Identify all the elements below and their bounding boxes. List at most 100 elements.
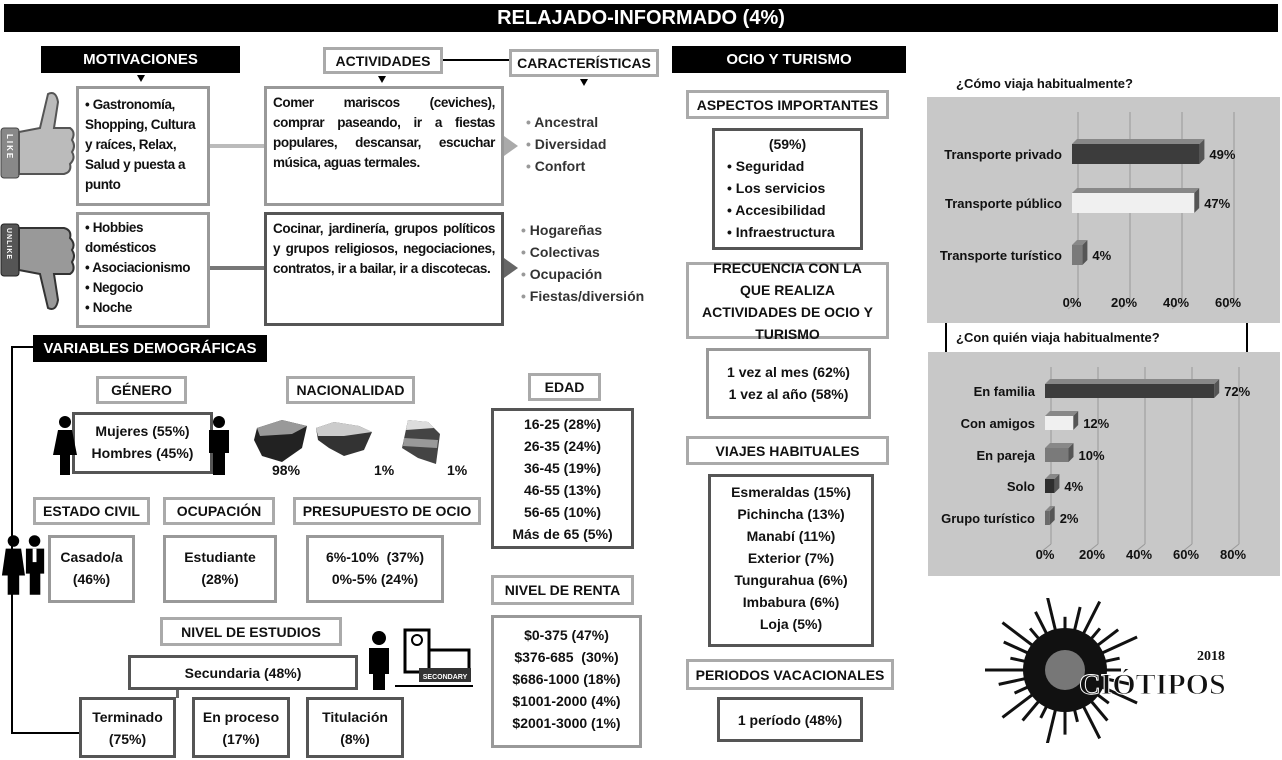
aspect-item: • Los servicios (727, 180, 826, 196)
presupuesto-item: 6%-10% (37%) (325, 549, 425, 565)
chart2-title: ¿Con quién viaja habitualmente? (956, 330, 1160, 345)
bar-side (1214, 379, 1220, 398)
characteristic-item: • Fiestas/diversión (521, 288, 645, 304)
motivation-like-box: • Gastronomía, Shopping, Cultura y raíce… (76, 86, 210, 206)
nacionalidad-colombia-pct: 1% (447, 462, 468, 478)
aspectos-box: (59%) • Seguridad • Los servicios • Acce… (712, 128, 863, 250)
bar-top (1045, 443, 1074, 448)
frecuencia-box: 1 vez al mes (62%) 1 vez al año (58%) (706, 348, 871, 419)
x-tick-label: 20% (1111, 295, 1137, 310)
bar (1072, 245, 1083, 265)
bar-side (1199, 139, 1205, 164)
activity-like-box: Comer mariscos (ceviches), comprar pasea… (264, 86, 504, 206)
aspect-item: • Seguridad (727, 158, 805, 174)
category-label: Transporte privado (944, 147, 1062, 162)
viaje-item: Pichincha (13%) (737, 506, 845, 522)
renta-header: NIVEL DE RENTA (491, 575, 634, 605)
data-label: 10% (1079, 448, 1105, 463)
frecuencia-item: 1 vez al mes (62%) (727, 364, 850, 380)
estado-civil-header: ESTADO CIVIL (33, 497, 150, 525)
bar (1045, 416, 1074, 430)
bar-side (1082, 240, 1088, 265)
edad-item: 16-25 (28%) (523, 416, 602, 432)
estudios-terminado-box: Terminado (75%) (79, 697, 176, 758)
viajes-box: Esmeraldas (15%) Pichincha (13%) Manabí … (708, 474, 874, 647)
characteristic-item: • Ocupación (521, 266, 603, 282)
gridline (1228, 543, 1240, 553)
data-label: 4% (1092, 248, 1111, 263)
characteristics-dislike-list: • Hogareñas • Colectivas • Ocupación • F… (521, 219, 644, 307)
viaje-item: Exterior (7%) (747, 550, 835, 566)
aspectos-header: ASPECTOS IMPORTANTES (686, 90, 889, 119)
category-label: Solo (1007, 479, 1035, 494)
estado-civil-box: Casado/a (46%) (48, 535, 135, 603)
bar (1072, 193, 1195, 213)
category-label: Transporte turístico (940, 248, 1062, 263)
thumbs-up-icon: LIKE (0, 92, 75, 179)
frecuencia-header: FRECUENCIA CON LA QUE REALIZA ACTIVIDADE… (686, 260, 889, 342)
genero-item: Hombres (45%) (91, 445, 194, 461)
motivation-item: • Negocio (85, 280, 144, 295)
thumbs-down-icon: UNLIKE (0, 223, 75, 310)
characteristic-item: • Ancestral (526, 114, 599, 130)
connector-line (210, 144, 264, 148)
nacionalidad-venezuela-pct: 1% (374, 462, 395, 478)
data-label: 49% (1209, 147, 1235, 162)
estudios-pct: (17%) (222, 731, 260, 747)
motivation-text: Gastronomía, Shopping, Cultura y raíces,… (85, 97, 196, 192)
data-label: 12% (1083, 416, 1109, 431)
characteristic-item: • Diversidad (526, 136, 607, 152)
arrow-right (504, 136, 518, 156)
bar-side (1073, 411, 1079, 430)
like-icon-text: LIKE (5, 134, 14, 160)
periodos-value: 1 período (48%) (737, 711, 843, 728)
activity-text: Cocinar, jardinería, grupos políticos y … (273, 221, 495, 276)
motivaciones-header: MOTIVACIONES (41, 46, 240, 73)
ocupacion-header: OCUPACIÓN (163, 497, 275, 525)
edad-item: Más de 65 (5%) (512, 526, 613, 542)
edad-header: EDAD (528, 373, 601, 401)
page-title: RELAJADO-INFORMADO (4%) (4, 4, 1278, 32)
activity-text: Comer mariscos (ceviches), comprar pasea… (273, 95, 495, 170)
bar (1045, 479, 1055, 493)
arrow-down (137, 75, 145, 82)
data-label: 47% (1204, 196, 1230, 211)
bar-top (1072, 139, 1205, 144)
estudios-en-proceso-box: En proceso (17%) (192, 697, 290, 758)
nacionalidad-header: NACIONALIDAD (286, 376, 415, 404)
frecuencia-item: 1 vez al año (58%) (728, 386, 849, 402)
gridline (1171, 300, 1183, 310)
couple-icon (1, 535, 45, 595)
gridline (1040, 543, 1052, 553)
x-tick-label: 40% (1163, 295, 1189, 310)
connector-line (33, 732, 79, 734)
bar-top (1045, 474, 1060, 479)
arrow-right (504, 258, 518, 278)
bar-top (1045, 506, 1055, 511)
x-tick-label: 40% (1126, 547, 1152, 562)
edad-item: 36-45 (19%) (523, 460, 602, 476)
estudios-pct: (75%) (108, 731, 147, 747)
x-tick-label: 20% (1079, 547, 1105, 562)
ocio-header: OCIO Y TURISMO (672, 46, 906, 73)
viaje-item: Esmeraldas (15%) (731, 484, 851, 500)
estudios-label: Titulación (322, 709, 388, 725)
renta-box: $0-375 (47%) $376-685 (30%) $686-1000 (1… (491, 615, 642, 748)
renta-item: $0-375 (47%) (524, 627, 609, 643)
estudios-header: NIVEL DE ESTUDIOS (160, 617, 342, 646)
edad-item: 46-55 (13%) (523, 482, 602, 498)
secundaria-value: Secundaria (48%) (184, 664, 302, 681)
bar (1045, 511, 1050, 525)
school-icon-text: SECONDARY (423, 674, 468, 681)
bar-side (1054, 474, 1060, 493)
connector-line (176, 690, 179, 698)
bar-top (1072, 188, 1200, 193)
nacionalidad-ecuador-pct: 98% (272, 462, 301, 478)
renta-item: $1001-2000 (4%) (512, 693, 621, 709)
viaje-item: Manabí (11%) (746, 528, 836, 544)
periodos-box: 1 período (48%) (717, 697, 863, 742)
ecuador-map-icon (254, 420, 307, 462)
data-label: 72% (1224, 384, 1250, 399)
secundaria-box: Secundaria (48%) (128, 655, 358, 690)
chart-como-viaja: 0% 20% 40% 60% Transporte privado 49% Transpor… (927, 97, 1280, 323)
